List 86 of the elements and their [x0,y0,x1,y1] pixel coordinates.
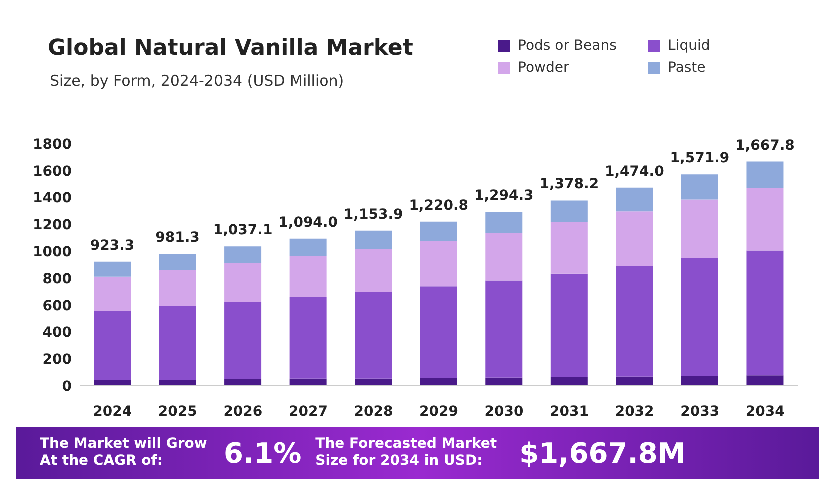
bar [486,212,523,233]
bar [550,200,588,223]
bar [681,174,718,200]
bar [420,286,458,378]
bar [486,233,523,281]
y-tick-label: 800 [42,271,72,288]
bar [355,378,392,386]
text: The Forecasted Market Size for 2034 in USD: [316,436,498,470]
bar [224,302,262,380]
bar [616,376,654,386]
bar [290,297,327,379]
text: 6.1% [224,436,302,470]
chart-title: Global Natural Vanilla Market [48,36,414,61]
x-tick-label: 2030 [484,404,524,420]
y-tick-label: 0 [62,378,72,395]
x-tick-label: 2026 [224,404,263,420]
bar [159,306,196,380]
bar [681,200,718,258]
total-label: 1,474.0 [605,164,665,180]
total-label: 1,294.3 [474,188,534,204]
bar [616,266,654,377]
y-tick-label: 1200 [33,218,72,234]
bar [746,250,784,376]
legend-label: Pods or Beans [518,38,617,54]
bar [746,188,784,251]
bar [420,222,458,242]
bar [290,238,327,256]
bar [486,280,523,378]
total-label: 1,378.2 [540,176,600,193]
bar [224,264,262,302]
y-tick-label: 1600 [33,164,72,180]
x-tick-label: 2027 [288,404,328,420]
bar [746,162,784,188]
text: $1,667.8M [520,436,686,470]
x-tick-label: 2031 [550,404,590,420]
bar [550,222,588,274]
bar [290,256,327,297]
bar [159,270,196,307]
bar [94,380,131,386]
chart-subtitle: Size, by Form, 2024-2034 (USD Million) [50,72,344,90]
y-tick-label: 400 [42,325,72,342]
bar [159,254,196,270]
bar [550,274,588,378]
bar [224,380,262,386]
y-tick-label: 1400 [33,190,72,207]
total-label: 1,220.8 [409,198,469,214]
y-tick-label: 1000 [33,244,72,261]
bar [420,241,458,287]
bar [616,212,654,266]
x-tick-label: 2028 [354,404,394,420]
y-tick-label: 1800 [33,136,72,153]
y-tick-label: 600 [42,298,72,314]
x-tick-label: 2025 [158,404,198,420]
legend-label: Paste [668,60,706,76]
x-tick-label: 2024 [93,404,132,420]
bar [94,262,131,277]
bar [159,380,196,386]
bar [746,376,784,386]
total-label: 1,037.1 [213,222,273,239]
total-label: 981.3 [156,230,200,246]
bar [355,230,392,250]
bar [681,376,718,386]
bar [94,276,131,312]
x-tick-label: 2032 [615,404,654,420]
x-tick-label: 2034 [746,404,786,420]
text: The Market will Grow At the CAGR of: [40,436,208,470]
bar [224,246,262,264]
x-tick-label: 2029 [420,404,458,420]
bar [681,258,718,376]
bar [486,378,523,386]
legend-label: Liquid [668,38,710,54]
total-label: 1,094.0 [278,214,338,231]
y-tick-label: 200 [42,352,72,368]
bar [355,292,392,379]
bar [420,378,458,386]
bar [355,249,392,293]
bar [550,377,588,386]
x-tick-label: 2033 [680,404,720,420]
total-label: 1,153.9 [344,206,404,223]
legend-label: Powder [518,60,570,76]
bar [290,378,327,386]
total-label: 923.3 [90,238,135,254]
bar [616,188,654,212]
total-label: 1,571.9 [670,150,730,167]
bar [94,312,131,380]
total-label: 1,667.8 [736,138,795,154]
